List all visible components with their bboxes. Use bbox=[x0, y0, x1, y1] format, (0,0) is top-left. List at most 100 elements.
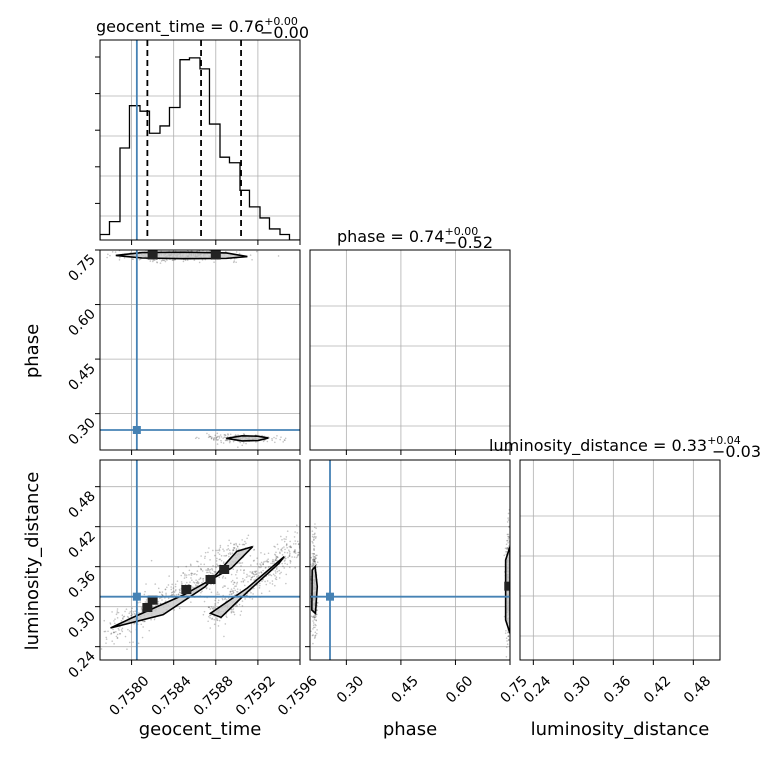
sample-point bbox=[285, 557, 287, 560]
sample-point bbox=[316, 554, 318, 557]
sample-point bbox=[214, 571, 216, 574]
sample-point bbox=[505, 543, 508, 546]
sample-point bbox=[114, 618, 116, 620]
hist-panel-phase bbox=[309, 249, 511, 455]
sample-point bbox=[252, 560, 255, 562]
sample-point bbox=[211, 573, 214, 575]
sample-point bbox=[137, 642, 140, 645]
sample-point bbox=[214, 599, 216, 602]
sample-point bbox=[216, 591, 219, 593]
sample-point bbox=[243, 569, 245, 572]
sample-point bbox=[223, 585, 225, 587]
sample-point bbox=[276, 543, 279, 546]
sample-point bbox=[262, 563, 264, 565]
sample-point bbox=[113, 620, 115, 622]
sample-point bbox=[220, 436, 223, 438]
sample-point bbox=[314, 636, 316, 638]
sample-point bbox=[180, 581, 183, 583]
sample-point bbox=[228, 555, 230, 558]
sample-point bbox=[211, 618, 213, 620]
sample-point bbox=[214, 434, 217, 437]
sample-point bbox=[235, 548, 238, 550]
sample-point bbox=[288, 546, 291, 548]
sample-point bbox=[154, 583, 157, 585]
sample-point bbox=[274, 441, 276, 444]
sample-point bbox=[218, 549, 221, 552]
sample-point bbox=[236, 588, 239, 590]
sample-point bbox=[200, 555, 202, 557]
sample-point bbox=[227, 548, 230, 550]
sample-point bbox=[267, 574, 270, 576]
sample-point bbox=[196, 582, 198, 584]
sample-point bbox=[265, 583, 268, 586]
sample-point bbox=[315, 527, 317, 530]
sample-point bbox=[130, 610, 133, 612]
sample-point bbox=[114, 251, 117, 253]
sample-point bbox=[503, 554, 506, 557]
sample-point bbox=[314, 558, 317, 560]
sample-point bbox=[260, 566, 263, 568]
sample-point bbox=[230, 588, 233, 590]
sample-point bbox=[111, 251, 114, 253]
sample-point bbox=[289, 546, 292, 548]
y-axis-label-luminosity-distance: luminosity_distance bbox=[22, 472, 43, 651]
y-axis-label-phase: phase bbox=[22, 324, 43, 378]
sample-point bbox=[235, 251, 238, 253]
sample-point bbox=[313, 637, 316, 639]
sample-point bbox=[507, 541, 509, 544]
sample-point bbox=[145, 599, 148, 601]
sample-point bbox=[230, 573, 233, 576]
sample-point bbox=[113, 631, 115, 633]
sample-point bbox=[253, 579, 255, 581]
sample-point bbox=[219, 434, 222, 436]
sample-point bbox=[507, 635, 510, 638]
sample-point bbox=[289, 560, 292, 563]
sample-point bbox=[213, 438, 215, 440]
sample-point bbox=[284, 439, 286, 441]
sample-point bbox=[120, 629, 123, 631]
sample-point bbox=[170, 594, 173, 596]
sample-point bbox=[160, 593, 163, 596]
sample-point bbox=[283, 551, 286, 554]
sample-point bbox=[163, 259, 166, 262]
sample-point bbox=[104, 630, 107, 633]
sample-point bbox=[283, 540, 286, 543]
sample-point bbox=[297, 543, 300, 546]
sample-point bbox=[310, 630, 312, 633]
sample-point bbox=[213, 618, 216, 621]
sample-point bbox=[263, 553, 266, 555]
sample-point bbox=[183, 577, 186, 579]
sample-point bbox=[250, 579, 252, 581]
sample-point bbox=[277, 255, 280, 257]
sample-point bbox=[220, 441, 223, 444]
sample-point bbox=[218, 553, 221, 556]
sample-point bbox=[229, 590, 232, 593]
sample-point bbox=[507, 639, 510, 642]
sample-point bbox=[185, 576, 188, 579]
title-phase: phase = 0.74+0.00 bbox=[337, 225, 478, 246]
sample-point bbox=[201, 590, 203, 593]
sample-point bbox=[228, 539, 230, 542]
sample-point bbox=[190, 572, 193, 574]
sample-point bbox=[294, 540, 297, 542]
sample-point bbox=[211, 569, 214, 571]
sample-point bbox=[313, 558, 316, 561]
sample-point bbox=[157, 587, 160, 590]
sample-point bbox=[507, 533, 510, 536]
sample-point bbox=[297, 554, 300, 556]
sample-point bbox=[189, 581, 191, 583]
sample-point bbox=[293, 551, 296, 554]
sample-point bbox=[267, 558, 269, 560]
sample-point bbox=[315, 615, 317, 618]
sample-point bbox=[312, 620, 314, 622]
sample-point bbox=[226, 439, 229, 442]
sample-point bbox=[293, 556, 296, 558]
truth-marker bbox=[132, 426, 141, 434]
sample-point bbox=[254, 571, 257, 574]
sample-point bbox=[117, 627, 120, 630]
sample-point bbox=[103, 630, 106, 633]
sample-point bbox=[210, 437, 213, 440]
sample-point bbox=[207, 571, 209, 574]
sample-point bbox=[313, 618, 316, 621]
sample-point bbox=[262, 563, 264, 566]
